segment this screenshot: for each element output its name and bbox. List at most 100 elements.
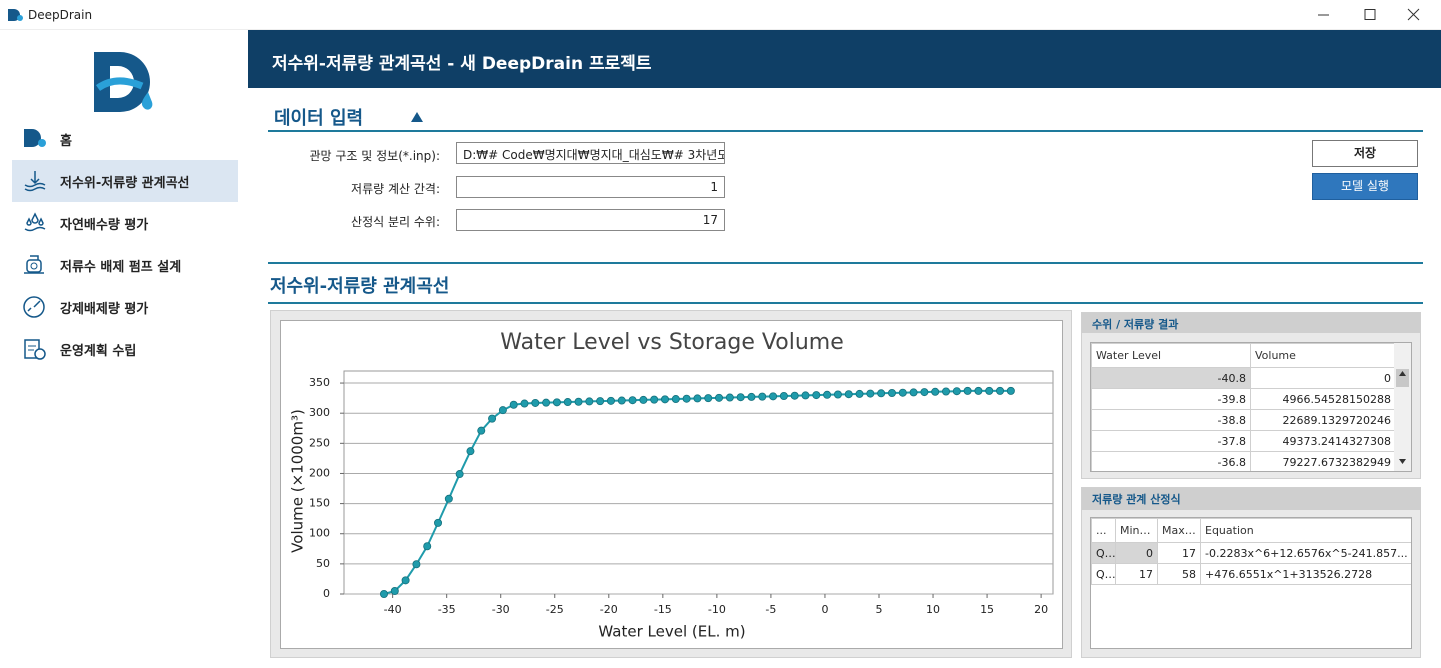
cell: -40.8	[1091, 367, 1251, 389]
nav-label: 강제배제량 평가	[60, 301, 149, 317]
chart-title: Water Level vs Storage Volume	[500, 330, 843, 355]
cell: 0	[1250, 367, 1396, 389]
column-header: Equation	[1200, 518, 1411, 543]
field-label: 저류량 계산 간격:	[351, 182, 440, 196]
cell: 22689.1329720246	[1250, 409, 1396, 431]
cell: -39.8	[1091, 388, 1251, 410]
nav-item[interactable]: 자연배수량 평가	[12, 202, 238, 244]
run-button[interactable]: 모델 실행	[1312, 173, 1418, 200]
data-point	[812, 391, 821, 400]
x-tick-label: -40	[384, 603, 402, 616]
header-row: Water Level Volume	[1091, 343, 1396, 368]
text-input[interactable]: 17	[456, 209, 725, 231]
cell: +476.6551x^1+313526.2728	[1200, 563, 1411, 585]
table-row[interactable]: Q1 0 17 -0.2283x^6+12.6576x^5-241.857...	[1091, 542, 1411, 564]
data-point	[434, 518, 443, 527]
data-point	[877, 389, 886, 398]
data-point	[660, 395, 669, 404]
cell: 79227.6732382949	[1250, 451, 1396, 471]
results-panel: 수위 / 저류량 결과 Water Level Volume -40.8 0 -39.8…	[1081, 312, 1421, 479]
column-header: Volume	[1250, 343, 1396, 368]
table-row[interactable]: -40.8 0	[1091, 367, 1396, 389]
nav-item[interactable]: 운영계획 수립	[12, 328, 238, 370]
window-controls[interactable]	[1300, 0, 1441, 30]
text-input[interactable]: D:₩# Code₩명지대₩명지대_대심도₩# 3차년도' …	[456, 142, 725, 164]
data-point	[671, 395, 680, 404]
data-point	[477, 426, 486, 435]
scrollbar[interactable]	[1394, 343, 1411, 472]
data-point	[682, 394, 691, 403]
data-point	[455, 470, 464, 479]
x-tick-label: 20	[1034, 603, 1048, 616]
y-tick-label: 300	[309, 406, 330, 419]
data-point	[585, 397, 594, 406]
data-point	[736, 393, 745, 402]
data-point	[920, 388, 929, 397]
y-axis-label: Volume (×1000m³)	[289, 409, 307, 553]
data-point	[823, 390, 832, 399]
nav-item[interactable]: 홈	[12, 118, 238, 160]
app-icon	[8, 9, 23, 21]
data-point	[379, 589, 388, 598]
field-label: 관망 구조 및 정보(*.inp):	[309, 149, 440, 163]
nav-item[interactable]: 저수위-저류량 관계곡선	[12, 160, 238, 202]
data-point	[596, 397, 605, 406]
x-tick-label: 15	[980, 603, 994, 616]
table-row[interactable]: Q2 17 58 +476.6551x^1+313526.2728	[1091, 563, 1411, 585]
page-header: 저수위-저류량 관계곡선 - 새 DeepDrain 프로젝트	[248, 30, 1441, 88]
x-tick-label: -15	[654, 603, 672, 616]
collapse-toggle[interactable]	[410, 111, 424, 123]
results-grid: Water Level Volume -40.8 0 -39.8 4966.5452815…	[1090, 342, 1412, 472]
x-tick-label: -35	[438, 603, 456, 616]
column-header: Water Level	[1091, 343, 1251, 368]
data-point	[769, 392, 778, 401]
nav-label: 홈	[60, 133, 72, 149]
data-point	[704, 394, 713, 403]
x-tick-label: -20	[600, 603, 618, 616]
y-tick-label: 350	[309, 376, 330, 389]
data-point	[531, 398, 540, 407]
title-bar: DeepDrain	[0, 0, 1441, 30]
data-point	[952, 387, 961, 396]
data-point	[617, 396, 626, 405]
table-row[interactable]: -38.8 22689.1329720246	[1091, 409, 1396, 431]
column-header: Maxi...	[1157, 518, 1201, 543]
logo	[94, 52, 153, 112]
equations-grid: ... Mini... Maxi... Equation Q1 0 17 -0.2283x^6…	[1090, 517, 1412, 649]
save-button[interactable]: 저장	[1312, 140, 1418, 167]
cell: 17	[1115, 563, 1158, 585]
cell: 17	[1157, 542, 1201, 564]
section-header: 데이터 입력	[268, 100, 1423, 132]
y-tick-label: 0	[323, 587, 330, 600]
data-point	[509, 400, 518, 409]
table-row[interactable]: -37.8 49373.2414327308	[1091, 430, 1396, 452]
section-title: 데이터 입력	[274, 108, 364, 129]
column-header: Mini...	[1115, 518, 1158, 543]
chart: Water Level vs Storage Volume Water Leve…	[280, 320, 1063, 649]
cell: 0	[1115, 542, 1158, 564]
y-tick-label: 250	[309, 436, 330, 449]
x-tick-label: 5	[875, 603, 882, 616]
table-row[interactable]: -36.8 79227.6732382949	[1091, 451, 1396, 471]
nav-item[interactable]: 강제배제량 평가	[12, 286, 238, 328]
data-point	[542, 398, 551, 407]
nav-item[interactable]: 저류수 배제 펌프 설계	[12, 244, 238, 286]
nav-label: 자연배수량 평가	[60, 217, 149, 233]
equations-panel: 저류량 관계 산정식 ... Mini... Maxi... Equation Q1 0 1…	[1081, 487, 1421, 658]
cell: -0.2283x^6+12.6576x^5-241.857...	[1200, 542, 1411, 564]
y-tick-label: 200	[309, 466, 330, 479]
data-point	[963, 386, 972, 395]
data-point	[606, 396, 615, 405]
data-point	[552, 398, 561, 407]
table-row[interactable]: -39.8 4966.54528150288	[1091, 388, 1396, 410]
x-tick-label: 10	[926, 603, 940, 616]
text-input[interactable]: 1	[456, 176, 725, 198]
x-tick-label: -30	[492, 603, 510, 616]
data-point	[974, 386, 983, 395]
cell: -38.8	[1091, 409, 1251, 431]
section-title: 저수위-저류량 관계곡선	[270, 276, 450, 297]
data-point	[855, 389, 864, 398]
sidebar: 홈 저수위-저류량 관계곡선 자연배수량 평가 저류수 배제 펌프 설계 강제배…	[0, 30, 248, 668]
x-axis-label: Water Level (EL. m)	[598, 623, 745, 641]
